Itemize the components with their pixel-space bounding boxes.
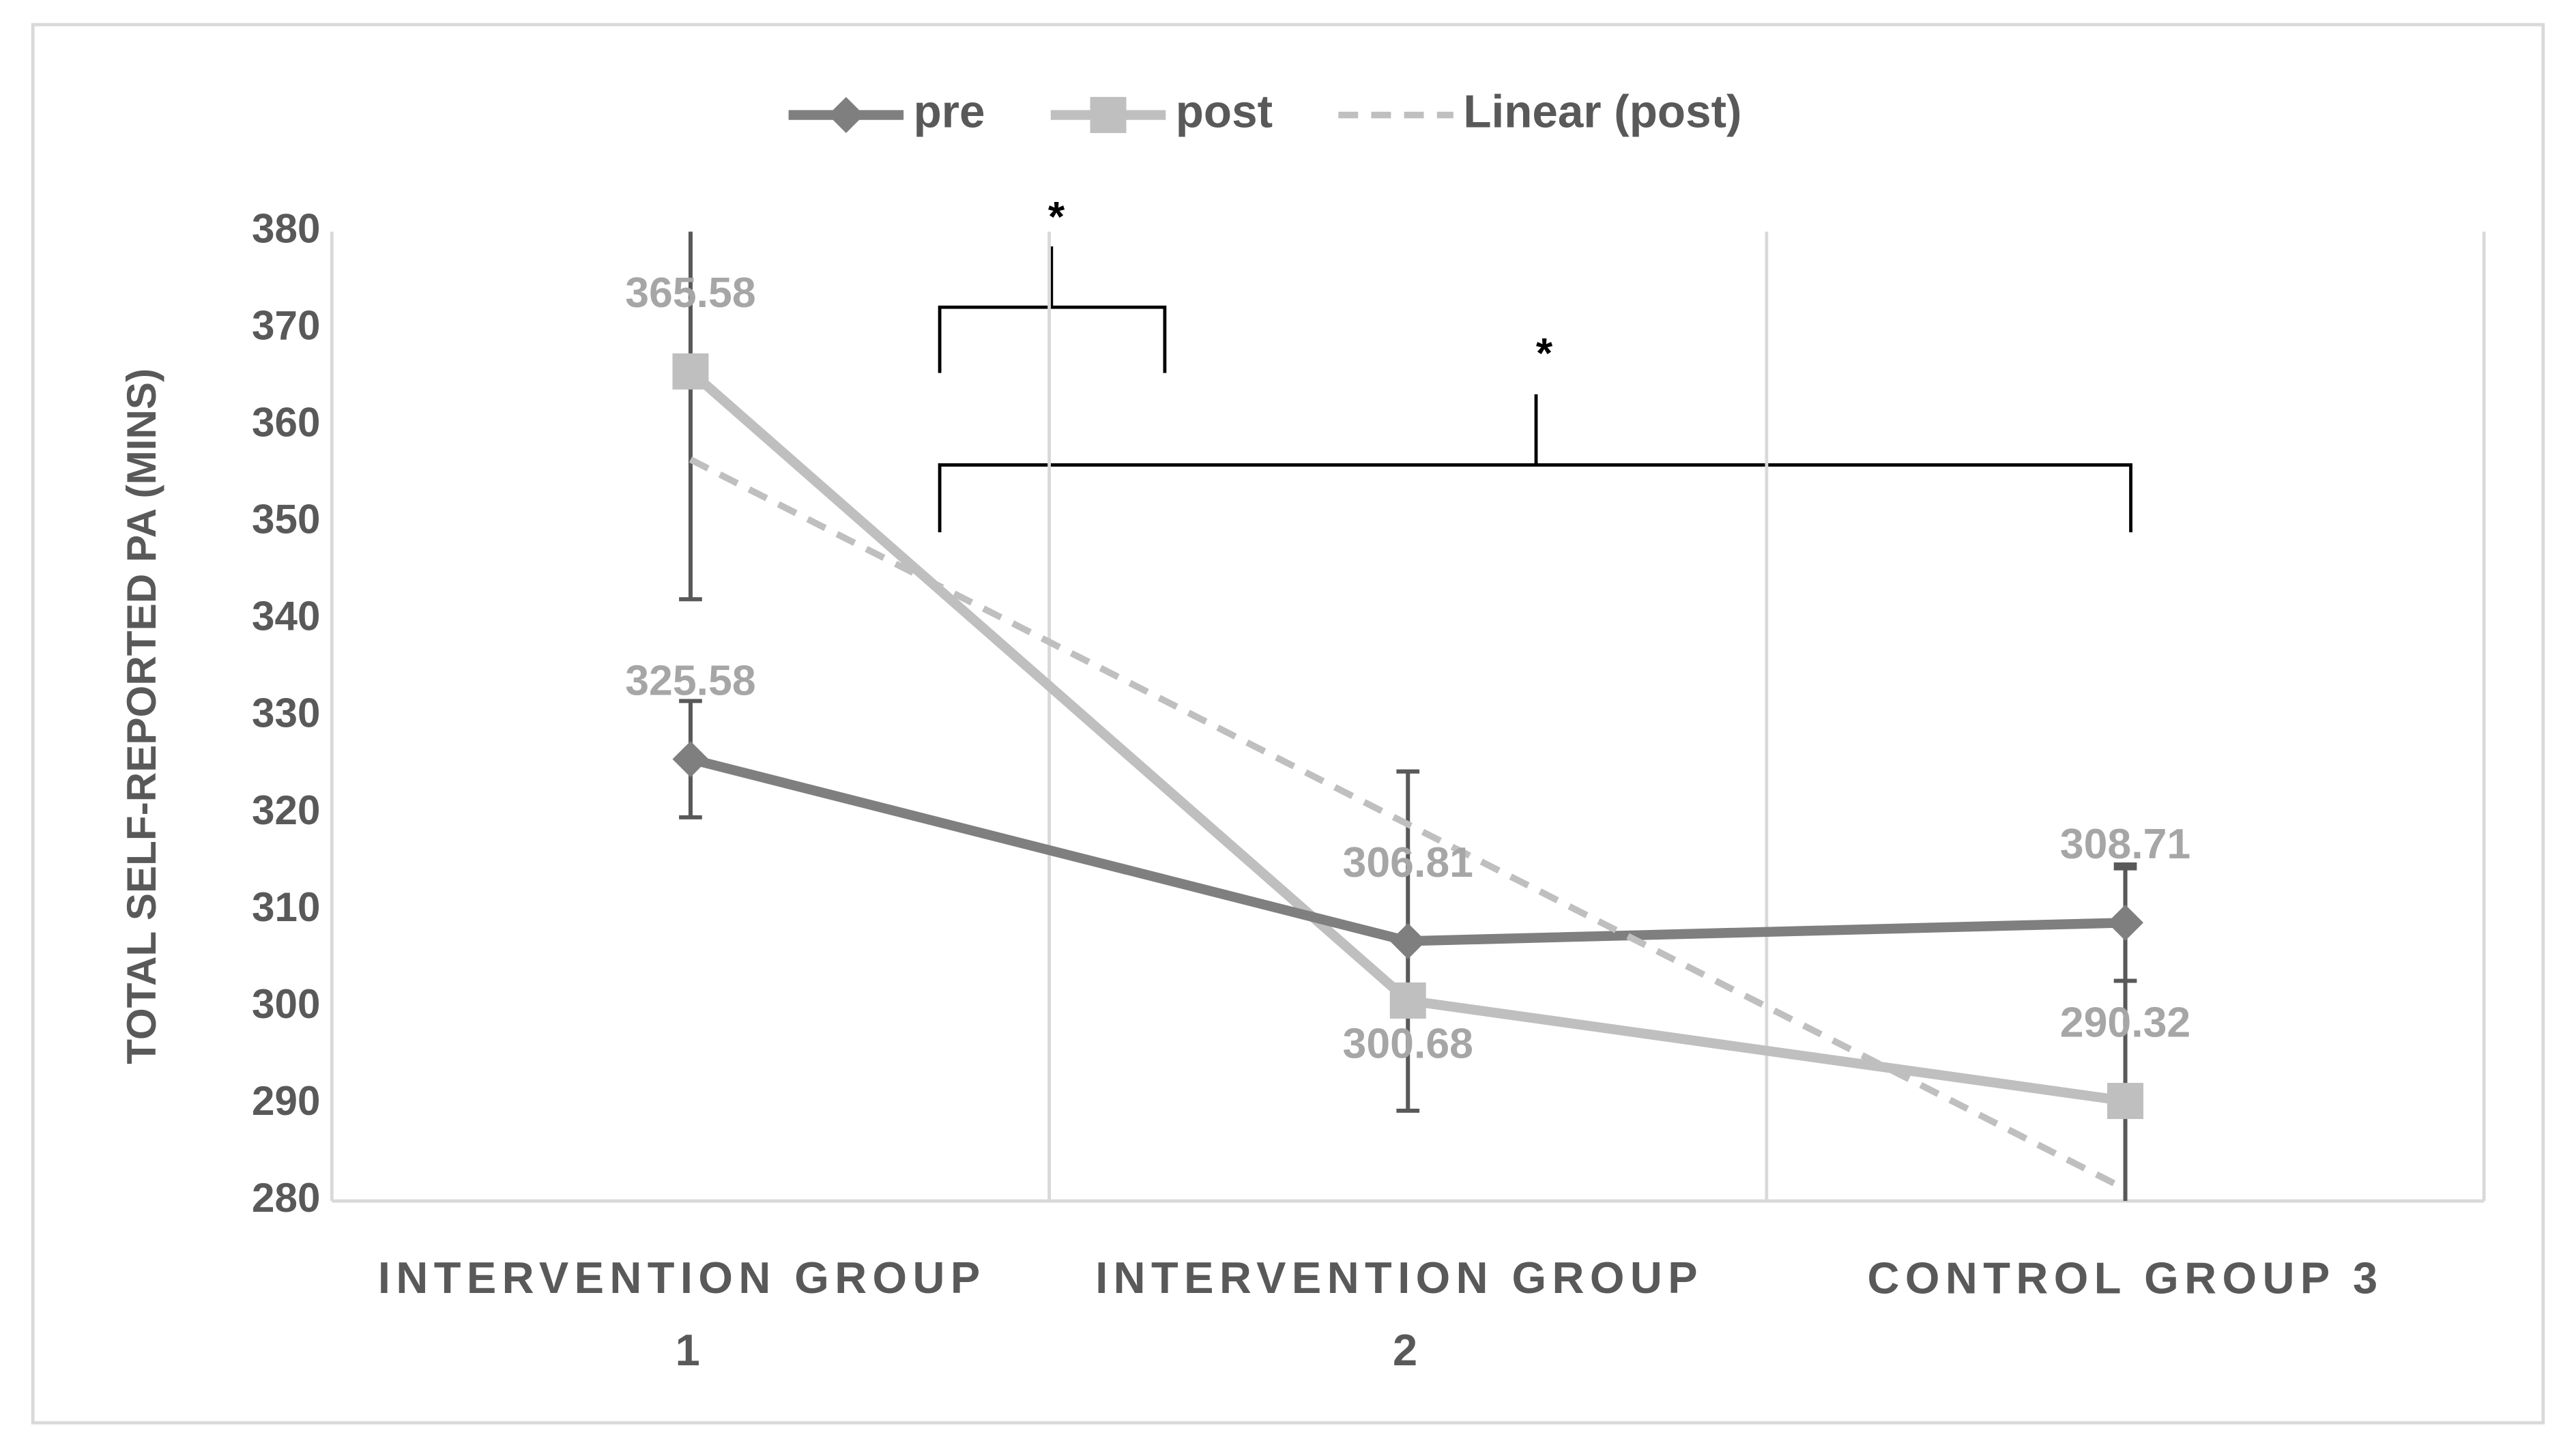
bracket xyxy=(938,394,2132,533)
x-tick-label-line: 2 xyxy=(1393,1325,1423,1375)
y-tick-label: 370 xyxy=(252,302,320,348)
y-axis-title: TOTAL SELF-REPORTED PA (MINS) xyxy=(119,368,164,1064)
data-label: 300.68 xyxy=(1343,1019,1473,1067)
x-tick-label-line: INTERVENTION GROUP xyxy=(1095,1253,1720,1303)
data-label: 365.58 xyxy=(625,269,755,317)
y-tick-label: 280 xyxy=(252,1175,320,1221)
y-tick-label: 330 xyxy=(252,690,320,736)
legend-label: post xyxy=(1176,86,1273,137)
marker xyxy=(2107,1083,2144,1120)
x-tick-label-line: 1 xyxy=(676,1325,706,1375)
y-tick-label: 290 xyxy=(252,1078,320,1124)
y-tick-label: 320 xyxy=(252,787,320,833)
plot-area xyxy=(672,231,2144,1202)
data-label: 306.81 xyxy=(1343,839,1473,886)
marker xyxy=(672,741,709,778)
annotation: * xyxy=(1536,330,1553,377)
data-label: 308.71 xyxy=(2060,820,2190,868)
data-label: 290.32 xyxy=(2060,998,2190,1046)
x-tick-label: INTERVENTION GROUP 1 xyxy=(378,1253,1003,1375)
y-tick-label: 310 xyxy=(252,884,320,930)
series-line xyxy=(689,456,2127,1193)
marker xyxy=(2107,904,2144,941)
marker xyxy=(1389,982,1426,1019)
legend-label: pre xyxy=(914,86,985,137)
legend-label: Linear (post) xyxy=(1463,86,1741,137)
annotation: * xyxy=(1048,193,1065,241)
legend-marker xyxy=(828,97,865,134)
legend-marker xyxy=(1090,97,1127,134)
marker xyxy=(672,353,709,390)
y-tick-label: 300 xyxy=(252,981,320,1027)
bracket xyxy=(938,246,1167,373)
x-tick-label: INTERVENTION GROUP 2 xyxy=(1095,1253,1720,1375)
y-tick-label: 380 xyxy=(252,205,320,251)
significance-brackets xyxy=(938,246,2132,533)
x-tick-label: CONTROL GROUP 3 xyxy=(1868,1253,2384,1303)
chart-border xyxy=(31,23,2545,1425)
marker xyxy=(1389,922,1426,959)
y-tick-label: 350 xyxy=(252,497,320,542)
y-tick-label: 360 xyxy=(252,400,320,446)
y-tick-label: 340 xyxy=(252,594,320,639)
x-tick-label-line: INTERVENTION GROUP xyxy=(378,1253,1003,1303)
data-label: 325.58 xyxy=(625,656,755,704)
